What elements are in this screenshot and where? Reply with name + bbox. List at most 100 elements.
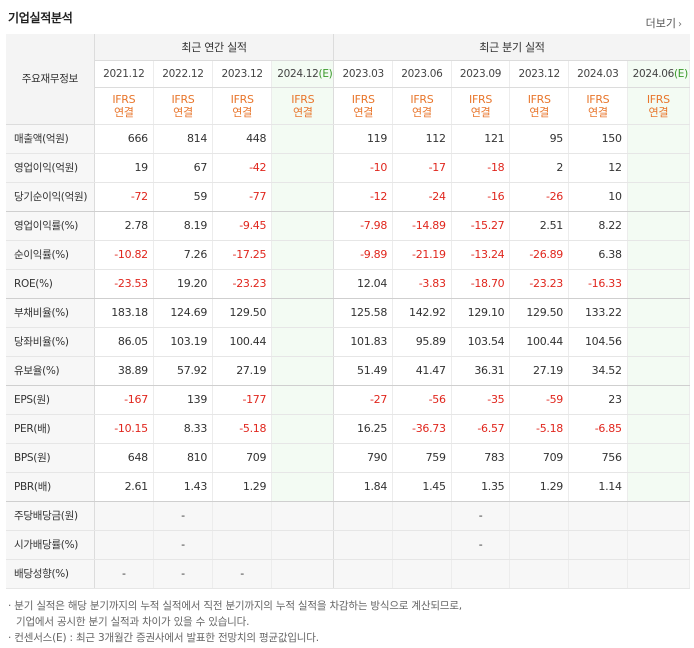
consolidated-label: 연결 <box>470 105 491 119</box>
table-cell: -56 <box>392 385 452 415</box>
table-cell: -16 <box>451 182 511 212</box>
table-cell <box>627 240 691 270</box>
table-cell: -6.85 <box>568 414 628 444</box>
table-cell <box>627 269 691 299</box>
table-cell: -21.19 <box>392 240 452 270</box>
ifrs-label: IFRS <box>291 92 315 106</box>
table-cell: -26.89 <box>509 240 570 270</box>
table-cell: -7.98 <box>333 211 394 241</box>
ifrs-basis-label: IFRS 연결 <box>271 87 335 125</box>
period-header: 2024.06(E) <box>627 60 691 88</box>
table-cell: 1.43 <box>153 472 214 502</box>
table-row: 영업이익률(%) 2.78 8.19 -9.45 -7.98 -14.89 -15.27 2.… <box>6 211 691 241</box>
table-cell: -77 <box>212 182 273 212</box>
section-title: 기업실적분석 <box>8 11 73 25</box>
table-cell: -16.33 <box>568 269 628 299</box>
table-cell: 6.38 <box>568 240 628 270</box>
financial-table: 주요재무정보 최근 연간 실적 최근 분기 실적 2021.12 2022.12 2… <box>6 34 691 589</box>
table-row: 주당배당금(원) - - <box>6 501 691 531</box>
ifrs-basis-label: IFRS 연결 <box>451 87 511 125</box>
table-cell: 121 <box>451 124 511 154</box>
table-cell: 8.19 <box>153 211 214 241</box>
table-row: BPS(원) 648 810 709 790 759 783 709 756 <box>6 443 691 473</box>
row-label: BPS(원) <box>6 443 95 473</box>
table-cell: 448 <box>212 124 273 154</box>
table-row: PBR(배) 2.61 1.43 1.29 1.84 1.45 1.35 1.29 1.14 <box>6 472 691 502</box>
table-cell <box>509 559 570 589</box>
footnote-line: · 분기 실적은 해당 분기까지의 누적 실적에서 직전 분기까지의 누적 실적… <box>8 600 462 612</box>
table-cell: -24 <box>392 182 452 212</box>
table-cell <box>271 124 335 154</box>
table-cell: 2 <box>509 153 570 183</box>
row-label: 당좌비율(%) <box>6 327 95 357</box>
table-cell: 27.19 <box>509 356 570 386</box>
ifrs-label: IFRS <box>469 92 493 106</box>
consolidated-label: 연결 <box>529 105 549 119</box>
table-cell: 648 <box>94 443 154 473</box>
row-label: 주당배당금(원) <box>6 501 95 531</box>
table-row: 배당성향(%) - - - <box>6 559 691 589</box>
table-cell: -42 <box>212 153 273 183</box>
table-row: 매출액(억원) 666 814 448 119 112 121 95 150 <box>6 124 691 154</box>
table-cell: - <box>451 501 511 531</box>
table-cell: 19 <box>94 153 154 183</box>
table-cell: - <box>153 559 214 589</box>
table-cell: 86.05 <box>94 327 154 357</box>
table-cell: - <box>153 501 214 531</box>
more-link-label: 더보기 <box>645 17 676 30</box>
row-label: PBR(배) <box>6 472 95 502</box>
table-cell: 8.33 <box>153 414 214 444</box>
table-cell: 67 <box>153 153 214 183</box>
table-cell: 16.25 <box>333 414 394 444</box>
table-cell <box>627 501 691 531</box>
table-cell: -23.53 <box>94 269 154 299</box>
quarter-group-header: 최근 분기 실적 <box>333 34 690 61</box>
table-cell: 1.29 <box>212 472 273 502</box>
table-cell: 112 <box>392 124 452 154</box>
table-cell <box>333 501 394 531</box>
table-cell: -35 <box>451 385 511 415</box>
table-cell: -6.57 <box>451 414 511 444</box>
table-cell: 95 <box>509 124 570 154</box>
chevron-right-icon: › <box>678 19 682 30</box>
table-cell: 756 <box>568 443 628 473</box>
table-cell: -59 <box>509 385 570 415</box>
table-cell: 100.44 <box>212 327 273 357</box>
row-label: 시가배당률(%) <box>6 530 95 560</box>
table-cell <box>509 501 570 531</box>
table-cell: -27 <box>333 385 394 415</box>
table-cell: 95.89 <box>392 327 452 357</box>
table-cell: 129.50 <box>212 298 273 328</box>
table-cell <box>451 559 511 589</box>
table-cell: 1.45 <box>392 472 452 502</box>
more-link[interactable]: 더보기 › <box>646 15 682 31</box>
table-cell: 12 <box>568 153 628 183</box>
table-cell: 142.92 <box>392 298 452 328</box>
table-cell: -167 <box>94 385 154 415</box>
table-cell: 7.26 <box>153 240 214 270</box>
table-row: 당기순이익(억원) -72 59 -77 -12 -24 -16 -26 10 <box>6 182 691 212</box>
period-header: 2023.12 <box>509 60 570 88</box>
table-cell: 2.61 <box>94 472 154 502</box>
table-cell <box>568 501 628 531</box>
table-cell: 36.31 <box>451 356 511 386</box>
table-cell: 183.18 <box>94 298 154 328</box>
table-cell <box>271 443 335 473</box>
table-cell: -5.18 <box>509 414 570 444</box>
ifrs-label: IFRS <box>527 92 551 106</box>
estimate-mark: (E) <box>318 67 333 80</box>
table-row: 시가배당률(%) - - <box>6 530 691 560</box>
ifrs-basis-label: IFRS 연결 <box>509 87 570 125</box>
table-cell: -10.82 <box>94 240 154 270</box>
table-cell: -10 <box>333 153 394 183</box>
ifrs-basis-label: IFRS 연결 <box>212 87 273 125</box>
table-cell: 709 <box>212 443 273 473</box>
table-cell: -17 <box>392 153 452 183</box>
table-cell: 104.56 <box>568 327 628 357</box>
table-row: 부채비율(%) 183.18 124.69 129.50 125.58 142.92 129… <box>6 298 691 328</box>
table-cell <box>627 356 691 386</box>
row-label: 영업이익(억원) <box>6 153 95 183</box>
table-cell <box>568 559 628 589</box>
consolidated-label: 연결 <box>412 105 432 119</box>
estimate-mark: (E) <box>674 67 688 80</box>
